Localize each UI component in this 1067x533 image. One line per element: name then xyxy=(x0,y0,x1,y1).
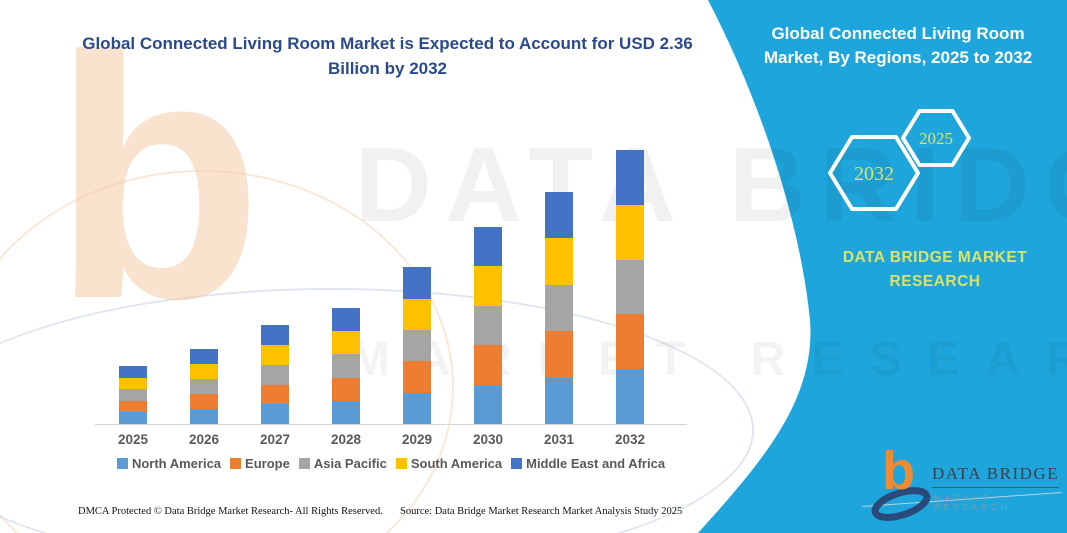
bar-segment-2026-north-america xyxy=(190,408,218,424)
bar-segment-2026-asia-pacific xyxy=(190,378,218,394)
bar-segment-2029-middle-east-and-africa xyxy=(403,267,431,299)
bar-segment-2032-south-america xyxy=(616,204,644,260)
bar-segment-2031-asia-pacific xyxy=(545,284,573,332)
legend-label: South America xyxy=(410,456,503,471)
logo-swoosh-icon xyxy=(871,487,931,521)
bar-segment-2029-asia-pacific xyxy=(403,330,431,362)
hexagon-2025-label: 2025 xyxy=(919,129,953,148)
bar-segment-2031-middle-east-and-africa xyxy=(545,192,573,239)
hexagon-2025-icon xyxy=(901,109,971,167)
logo-wordmark: DATA BRIDGE xyxy=(932,464,1060,488)
footer-dmca-text: DMCA Protected © Data Bridge Market Rese… xyxy=(78,506,383,517)
x-axis-label-2027: 2027 xyxy=(259,432,291,447)
x-axis-label-2031: 2031 xyxy=(543,432,575,447)
bar-segment-2029-europe xyxy=(403,361,431,393)
legend-swatch-icon xyxy=(511,458,523,469)
legend-swatch-icon xyxy=(298,458,310,469)
bar-segment-2028-europe xyxy=(332,377,360,401)
chart-title: Global Connected Living Room Market is E… xyxy=(82,34,693,78)
legend-label: North America xyxy=(131,456,222,471)
bar-segment-2028-asia-pacific xyxy=(332,354,360,378)
bar-segment-2031-north-america xyxy=(545,377,573,424)
x-axis-label-2030: 2030 xyxy=(472,432,504,447)
bar-segment-2030-europe xyxy=(474,345,502,385)
hexagon-2032-icon xyxy=(828,135,920,211)
x-axis-label-2025: 2025 xyxy=(117,432,149,447)
legend-label: Asia Pacific xyxy=(313,456,387,471)
x-axis-line xyxy=(95,424,687,425)
logo-b-icon: b xyxy=(882,441,915,501)
bar-segment-2031-south-america xyxy=(545,238,573,285)
logo-subtitle: MARKET RESEARCH xyxy=(934,494,1011,512)
bar-segment-2025-south-america xyxy=(119,377,147,390)
bar-segment-2026-middle-east-and-africa xyxy=(190,348,218,364)
legend-item-europe: Europe xyxy=(230,456,290,471)
legend-label: Europe xyxy=(245,456,290,471)
legend-label: Middle East and Africa xyxy=(526,456,666,471)
bar-segment-2026-south-america xyxy=(190,363,218,379)
bar-segment-2025-asia-pacific xyxy=(119,389,147,401)
side-panel-title: Global Connected Living Room Market, By … xyxy=(763,24,1033,67)
hexagon-2032-label: 2032 xyxy=(854,163,894,185)
bar-segment-2027-south-america xyxy=(261,345,289,365)
bar-segment-2026-europe xyxy=(190,393,218,409)
bar-segment-2032-europe xyxy=(616,314,644,370)
dbmr-logo: b DATA BRIDGE MARKET RESEARCH xyxy=(862,444,1063,524)
bar-segment-2030-north-america xyxy=(474,384,502,424)
legend-swatch-icon xyxy=(395,458,407,469)
bar-segment-2028-north-america xyxy=(332,400,360,424)
bar-segment-2028-middle-east-and-africa xyxy=(332,308,360,332)
bar-segment-2027-north-america xyxy=(261,404,289,424)
x-axis-label-2029: 2029 xyxy=(401,432,433,447)
bar-segment-2028-south-america xyxy=(332,331,360,355)
bar-segment-2032-asia-pacific xyxy=(616,259,644,315)
hexagons-graphic: 2032 2025 xyxy=(828,109,971,211)
bar-segment-2030-south-america xyxy=(474,266,502,306)
legend-item-middle-east-and-africa: Middle East and Africa xyxy=(511,456,665,471)
bar-segment-2029-south-america xyxy=(403,298,431,331)
legend-swatch-icon xyxy=(116,458,128,469)
teal-panel-shape xyxy=(698,0,1067,533)
bar-segment-2025-north-america xyxy=(119,412,147,424)
x-axis-label-2028: 2028 xyxy=(330,432,362,447)
bar-segment-2025-middle-east-and-africa xyxy=(119,366,147,378)
bar-segment-2025-europe xyxy=(119,400,147,413)
bar-segment-2029-north-america xyxy=(403,392,431,424)
bar-segment-2031-europe xyxy=(545,331,573,378)
legend-item-asia-pacific: Asia Pacific xyxy=(298,456,387,471)
bar-segment-2032-middle-east-and-africa xyxy=(616,150,644,205)
x-axis-label-2026: 2026 xyxy=(188,432,220,447)
brand-text: DATA BRIDGE MARKET RESEARCH xyxy=(842,249,1028,291)
legend-swatch-icon xyxy=(230,458,242,469)
footer-source-text: Source: Data Bridge Market Research Mark… xyxy=(400,506,683,517)
bar-segment-2030-asia-pacific xyxy=(474,305,502,346)
legend-item-south-america: South America xyxy=(395,456,503,471)
bar-segment-2027-middle-east-and-africa xyxy=(261,325,289,346)
legend-item-north-america: North America xyxy=(116,456,222,471)
bar-segment-2032-north-america xyxy=(616,369,644,424)
bar-segment-2027-asia-pacific xyxy=(261,364,289,385)
bar-segment-2030-middle-east-and-africa xyxy=(474,226,502,267)
chart-legend: North America Europe Asia Pacific South Ame… xyxy=(85,456,697,471)
bar-segment-2027-europe xyxy=(261,384,289,405)
x-axis-label-2032: 2032 xyxy=(614,432,646,447)
